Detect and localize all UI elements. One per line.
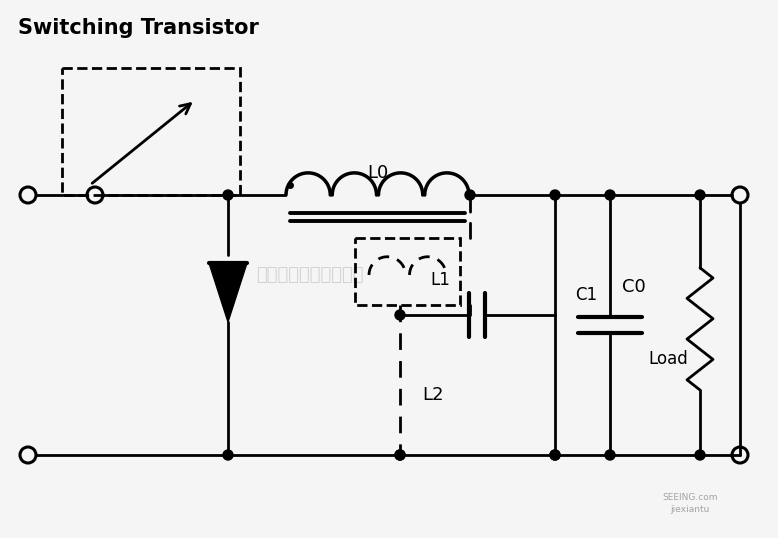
Polygon shape [209,263,247,322]
Circle shape [223,190,233,200]
Circle shape [223,450,233,460]
Text: 杭州络睿科技有限公司: 杭州络睿科技有限公司 [256,266,364,284]
Text: C0: C0 [622,278,646,296]
Circle shape [395,450,405,460]
Circle shape [605,450,615,460]
Circle shape [605,190,615,200]
Bar [355,238,460,305]
Text: SEEING.com: SEEING.com [662,493,718,502]
Circle shape [465,190,475,200]
Bar [62,68,240,195]
Text: L0: L0 [367,164,388,182]
Text: Switching Transistor: Switching Transistor [18,18,259,38]
Text: C1: C1 [575,286,598,304]
Text: Load: Load [648,350,688,368]
Circle shape [695,190,705,200]
Circle shape [395,450,405,460]
Text: L2: L2 [422,386,443,404]
Circle shape [550,450,560,460]
Circle shape [550,450,560,460]
Text: jiexiantu: jiexiantu [671,506,710,514]
Circle shape [695,450,705,460]
Circle shape [395,310,405,320]
Text: L1: L1 [430,271,450,289]
Circle shape [550,190,560,200]
